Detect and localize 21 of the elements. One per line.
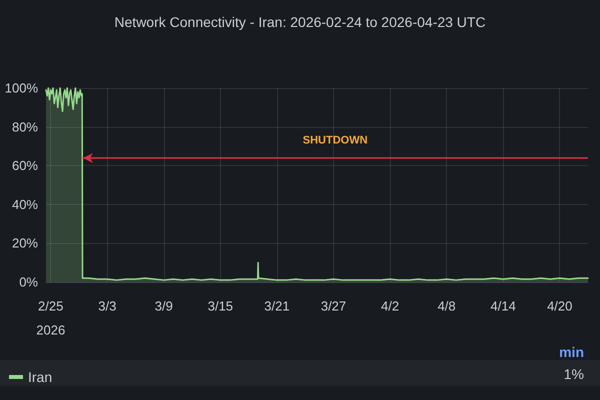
y-tick-label: 60% [12,158,38,174]
y-tick-label: 80% [12,119,38,134]
x-tick-label: 3/15 [208,298,234,314]
x-tick-label: 2/25 2026 [36,298,66,338]
legend-label: Iran [28,369,52,385]
x-tick-label: 4/2 [381,298,400,314]
x-tick-label: 3/21 [264,298,290,314]
text: 1% [564,366,584,382]
y-tick-label: 40% [12,196,38,212]
x-tick-label: 3/27 [320,298,346,314]
x-tick-label: 3/9 [154,298,173,314]
x-tick-label: 4/20 [547,298,572,314]
x-tick-label: 4/14 [490,298,516,314]
y-tick-label: 20% [12,236,38,251]
text: min [559,344,584,360]
chart-title: Network Connectivity - Iran: 2026-02-24 to 2026-04-23 UTC [114,14,486,30]
x-tick-label: 3/3 [98,298,116,314]
ref-line-label: SHUTDOWN [302,134,368,146]
y-tick-label: 0% [19,274,38,290]
y-tick-label: 100% [4,80,38,96]
x-tick-label: 4/8 [438,298,456,314]
